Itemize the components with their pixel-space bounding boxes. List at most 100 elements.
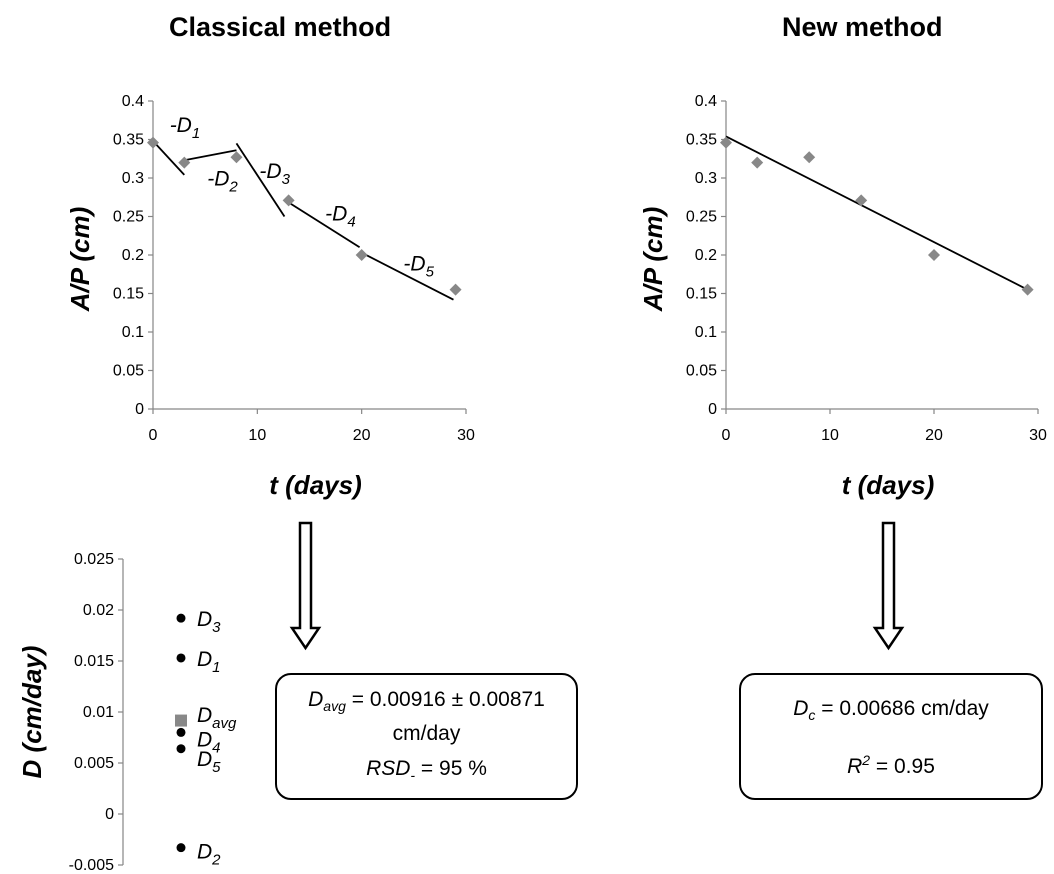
d-point-label: Davg bbox=[197, 704, 237, 732]
y-tick-label: 0.05 bbox=[113, 363, 144, 380]
down-arrow-left-icon bbox=[289, 521, 322, 651]
y-axis-title: A/P (cm) bbox=[638, 207, 668, 313]
x-tick-label: 0 bbox=[149, 427, 158, 444]
x-tick-label: 20 bbox=[353, 427, 371, 444]
trend-segment bbox=[286, 200, 361, 249]
y-tick-label: 0.1 bbox=[122, 324, 144, 341]
rsd-symbol: RSD bbox=[366, 757, 411, 781]
plus-minus: ± bbox=[451, 688, 464, 711]
segment-label: -D3 bbox=[259, 160, 290, 188]
segment-label-sub: 4 bbox=[347, 213, 355, 230]
y-tick-label: 0 bbox=[708, 401, 717, 418]
x-tick-label: 10 bbox=[821, 427, 839, 444]
trend-segment bbox=[152, 140, 185, 176]
x-tick-label: 30 bbox=[457, 427, 475, 444]
data-point bbox=[928, 249, 940, 261]
segment-label-sub: 5 bbox=[426, 263, 435, 280]
rsd-sub: - bbox=[410, 767, 416, 784]
d-avg-sub: avg bbox=[323, 698, 346, 715]
chart-new: 0 0.05 0.1 0.15 0.2 0.25 0.3 0.35 0.4 0 10 20 30 t (d… bbox=[638, 93, 1047, 500]
dc-symbol: D bbox=[793, 697, 809, 720]
x-tick-label: 10 bbox=[248, 427, 266, 444]
y-tick-label: 0.01 bbox=[83, 704, 114, 721]
down-arrow-right-icon bbox=[872, 521, 905, 651]
data-point bbox=[751, 156, 764, 169]
data-point bbox=[803, 151, 816, 164]
trend-segment bbox=[235, 142, 286, 217]
y-tick-label: 0 bbox=[135, 401, 144, 418]
y-tick-label: 0.3 bbox=[122, 170, 144, 187]
y-tick-label: 0.15 bbox=[686, 286, 717, 303]
y-tick-label: 0.1 bbox=[695, 324, 717, 341]
y-tick-label: 0.25 bbox=[686, 209, 717, 226]
title-new: New method bbox=[782, 12, 943, 42]
x-axis-title: t (days) bbox=[269, 470, 361, 500]
segment-label-sub: 2 bbox=[228, 179, 238, 196]
d-point-label-sub: 3 bbox=[212, 619, 221, 636]
trend-segment bbox=[361, 251, 454, 301]
d-avg-value: = 0.00916 bbox=[351, 688, 446, 711]
segment-label-sub: 3 bbox=[282, 171, 291, 188]
y-tick-label: 0.005 bbox=[74, 755, 114, 772]
r2-sup: 2 bbox=[862, 752, 871, 769]
d-point-label-sub: 1 bbox=[212, 659, 220, 676]
d-point-label-sub: 2 bbox=[211, 852, 221, 869]
y-tick-label: 0.15 bbox=[113, 286, 144, 303]
x-axis-title: t (days) bbox=[842, 470, 934, 500]
d-point-label: D1 bbox=[197, 648, 221, 676]
x-tick-label: 30 bbox=[1029, 427, 1047, 444]
y-tick-label: -0.005 bbox=[69, 857, 114, 874]
y-tick-label: 0.35 bbox=[686, 132, 717, 149]
d-point-label: D2 bbox=[197, 841, 221, 869]
data-point bbox=[147, 136, 159, 149]
d-point-label-sub: 4 bbox=[212, 740, 220, 757]
title-classical: Classical method bbox=[169, 12, 392, 42]
y-axis-title: A/P (cm) bbox=[65, 207, 95, 313]
d-point bbox=[176, 653, 186, 663]
data-point bbox=[855, 194, 868, 207]
result-box-new: Dc = 0.00686 cm/day R2 = 0.95 bbox=[739, 673, 1043, 800]
result-box-classical: Davg = 0.00916 ± 0.00871 cm/day RSD- = 9… bbox=[275, 673, 578, 800]
y-tick-label: 0.05 bbox=[686, 363, 717, 380]
d-point bbox=[176, 843, 186, 853]
y-tick-label: 0.015 bbox=[74, 653, 114, 670]
y-axis-title: D (cm/day) bbox=[17, 646, 47, 779]
x-tick-label: 0 bbox=[722, 427, 731, 444]
data-point bbox=[1021, 283, 1034, 296]
y-tick-label: 0 bbox=[105, 806, 114, 823]
data-point bbox=[449, 283, 462, 296]
segment-label: -D2 bbox=[207, 168, 238, 196]
segment-label-sub: 1 bbox=[192, 125, 200, 142]
dc-value: = 0.00686 cm/day bbox=[821, 697, 989, 720]
x-tick-label: 20 bbox=[925, 427, 943, 444]
data-point bbox=[282, 194, 295, 207]
d-avg-point bbox=[175, 714, 187, 727]
segment-label: -D4 bbox=[325, 202, 356, 230]
rsd-value: = 95 % bbox=[415, 757, 487, 781]
data-point bbox=[178, 156, 191, 169]
y-tick-label: 0.4 bbox=[695, 93, 717, 110]
chart-d-values: -0.005 0 0.005 0.01 0.015 0.02 0.025 D (cm/day)… bbox=[17, 551, 237, 874]
segment-label: -D1 bbox=[170, 114, 201, 142]
d-point bbox=[176, 727, 186, 737]
data-point bbox=[230, 151, 243, 164]
arrows bbox=[289, 521, 905, 651]
fit-line bbox=[725, 135, 1029, 291]
d-point bbox=[176, 613, 186, 623]
y-tick-label: 0.02 bbox=[83, 602, 114, 619]
d-point-label-sub: 5 bbox=[212, 759, 221, 776]
d-point-label-sub: avg bbox=[212, 715, 237, 732]
y-tick-label: 0.4 bbox=[122, 93, 144, 110]
r2-symbol: R bbox=[847, 755, 863, 779]
y-tick-label: 0.025 bbox=[74, 551, 114, 568]
d-avg-error: 0.00871 bbox=[468, 688, 545, 711]
data-point bbox=[720, 136, 732, 149]
d-avg-symbol: D bbox=[308, 688, 324, 711]
d-avg-unit: cm/day bbox=[392, 722, 461, 746]
chart-classical: 0 0.05 0.1 0.15 0.2 0.25 0.3 0.35 0.4 0 10 20 30 t (d… bbox=[65, 93, 475, 500]
y-tick-label: 0.25 bbox=[113, 209, 144, 226]
y-tick-label: 0.35 bbox=[113, 132, 144, 149]
r2-value: = 0.95 bbox=[875, 755, 935, 779]
y-tick-label: 0.3 bbox=[695, 170, 717, 187]
